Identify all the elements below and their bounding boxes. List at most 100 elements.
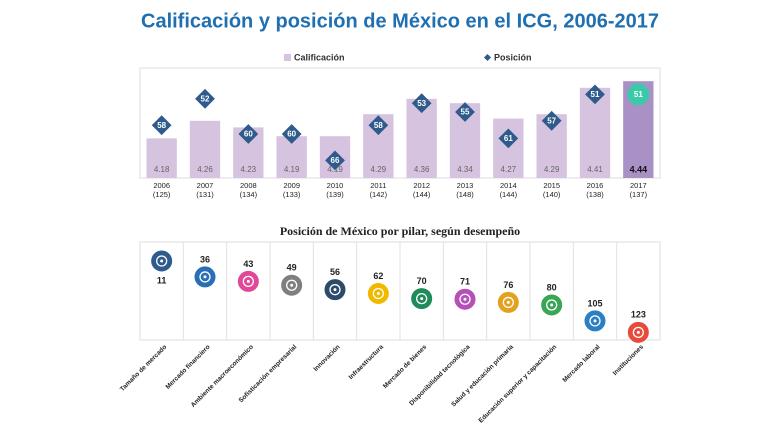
x-tick-label: 2014 bbox=[500, 181, 517, 190]
x-tick-label: 2006 bbox=[153, 181, 170, 190]
rank-label: 61 bbox=[504, 134, 513, 143]
rank-marker bbox=[151, 115, 172, 136]
rank-label: 56 bbox=[330, 267, 340, 277]
rank-label: 76 bbox=[503, 280, 513, 290]
legend-label: Posición bbox=[494, 52, 532, 62]
pillar-icon bbox=[160, 259, 164, 263]
value-label: 4.44 bbox=[630, 164, 648, 174]
x-tick-note: (131) bbox=[196, 190, 214, 199]
rank-label: 43 bbox=[243, 259, 253, 269]
rank-label: 60 bbox=[244, 130, 253, 139]
rank-marker bbox=[455, 102, 475, 122]
rank-marker bbox=[368, 115, 389, 136]
rank-label: 57 bbox=[547, 116, 556, 125]
legend-label: Calificación bbox=[294, 52, 345, 62]
pillar-icon bbox=[506, 300, 510, 304]
pillar-icon bbox=[333, 288, 337, 292]
rank-marker bbox=[411, 93, 432, 114]
pillar-icon bbox=[463, 297, 467, 301]
value-label: 4.29 bbox=[544, 165, 560, 174]
rank-label: 58 bbox=[374, 121, 383, 130]
pillar-icon bbox=[286, 279, 298, 291]
x-tick-note: (144) bbox=[413, 190, 431, 199]
pillar-icon bbox=[589, 315, 601, 327]
x-tick-note: (133) bbox=[283, 190, 301, 199]
x-tick-note: (144) bbox=[500, 190, 518, 199]
x-tick-note: (134) bbox=[240, 190, 258, 199]
chart-title: Posición de México por pilar, según dese… bbox=[280, 224, 520, 238]
pillar-icon bbox=[372, 287, 384, 300]
rank-marker bbox=[195, 88, 215, 109]
bar bbox=[189, 120, 221, 178]
rank-label: 36 bbox=[200, 254, 210, 264]
pillar-icon bbox=[636, 330, 640, 334]
pillar-icon bbox=[632, 326, 644, 339]
rank-marker bbox=[281, 124, 302, 144]
value-label: 4.19 bbox=[284, 165, 300, 174]
rank-label: 51 bbox=[634, 90, 643, 99]
pillar-icon bbox=[246, 279, 250, 283]
x-tick-label: 2007 bbox=[197, 181, 214, 190]
value-label: 4.26 bbox=[197, 165, 213, 174]
pillar-icon bbox=[242, 275, 254, 288]
pillar-icon bbox=[593, 319, 597, 323]
rank-label: 53 bbox=[417, 99, 426, 108]
pillar-icon bbox=[329, 284, 341, 296]
x-tick-label: 2008 bbox=[240, 181, 257, 190]
x-tick-note: (137) bbox=[630, 190, 648, 199]
rank-label: 62 bbox=[373, 271, 383, 281]
pillar-icon bbox=[420, 297, 424, 301]
rank-label: 51 bbox=[591, 90, 600, 99]
pillar-icon bbox=[416, 292, 428, 305]
x-tick-label: 2016 bbox=[587, 181, 604, 190]
value-label: 4.34 bbox=[457, 165, 473, 174]
pillar-icon bbox=[550, 303, 554, 307]
x-tick-label: 2017 bbox=[630, 181, 647, 190]
x-tick-label: 2013 bbox=[457, 181, 474, 190]
pillar-icon bbox=[502, 296, 514, 309]
pillar-icon bbox=[376, 291, 380, 295]
x-tick-label: 2010 bbox=[327, 181, 344, 190]
pillar-icon bbox=[156, 255, 168, 267]
pillar-icon bbox=[459, 293, 471, 305]
x-tick-note: (142) bbox=[370, 190, 388, 199]
rank-label: 55 bbox=[461, 108, 470, 117]
rank-label: 49 bbox=[287, 263, 297, 273]
rank-label: 70 bbox=[417, 276, 427, 286]
legend-swatch bbox=[483, 53, 492, 62]
pillar-icon bbox=[199, 271, 211, 283]
value-label: 4.36 bbox=[414, 165, 430, 174]
rank-label: 105 bbox=[587, 298, 602, 308]
x-tick-label: 2011 bbox=[370, 181, 386, 190]
x-tick-note: (148) bbox=[456, 190, 474, 199]
rank-label: 52 bbox=[201, 94, 210, 103]
rank-label: 66 bbox=[331, 156, 340, 165]
rank-marker bbox=[325, 150, 345, 171]
legend-swatch bbox=[284, 54, 291, 61]
rank-label: 60 bbox=[287, 130, 296, 139]
rank-label: 123 bbox=[631, 310, 646, 320]
pillar-icon bbox=[546, 299, 558, 311]
x-tick-note: (139) bbox=[326, 190, 344, 199]
value-label: 4.41 bbox=[587, 165, 603, 174]
rank-label: 71 bbox=[460, 277, 470, 287]
value-label: 4.18 bbox=[154, 165, 170, 174]
value-label: 4.23 bbox=[241, 165, 257, 174]
bar bbox=[146, 138, 177, 178]
value-label: 4.29 bbox=[371, 165, 387, 174]
plot-frame bbox=[139, 67, 661, 179]
rank-marker bbox=[627, 83, 650, 106]
x-tick-note: (125) bbox=[153, 190, 171, 199]
x-tick-label: 2015 bbox=[543, 181, 560, 190]
pillar-icon bbox=[290, 283, 294, 287]
x-tick-label: 2009 bbox=[283, 181, 300, 190]
x-tick-label: 2012 bbox=[413, 181, 430, 190]
rank-label: 11 bbox=[157, 275, 167, 285]
x-tick-note: (138) bbox=[586, 190, 604, 199]
rank-label: 80 bbox=[547, 282, 557, 292]
value-label: 4.27 bbox=[501, 165, 517, 174]
x-tick-note: (140) bbox=[543, 190, 561, 199]
rank-label: 58 bbox=[157, 121, 166, 130]
